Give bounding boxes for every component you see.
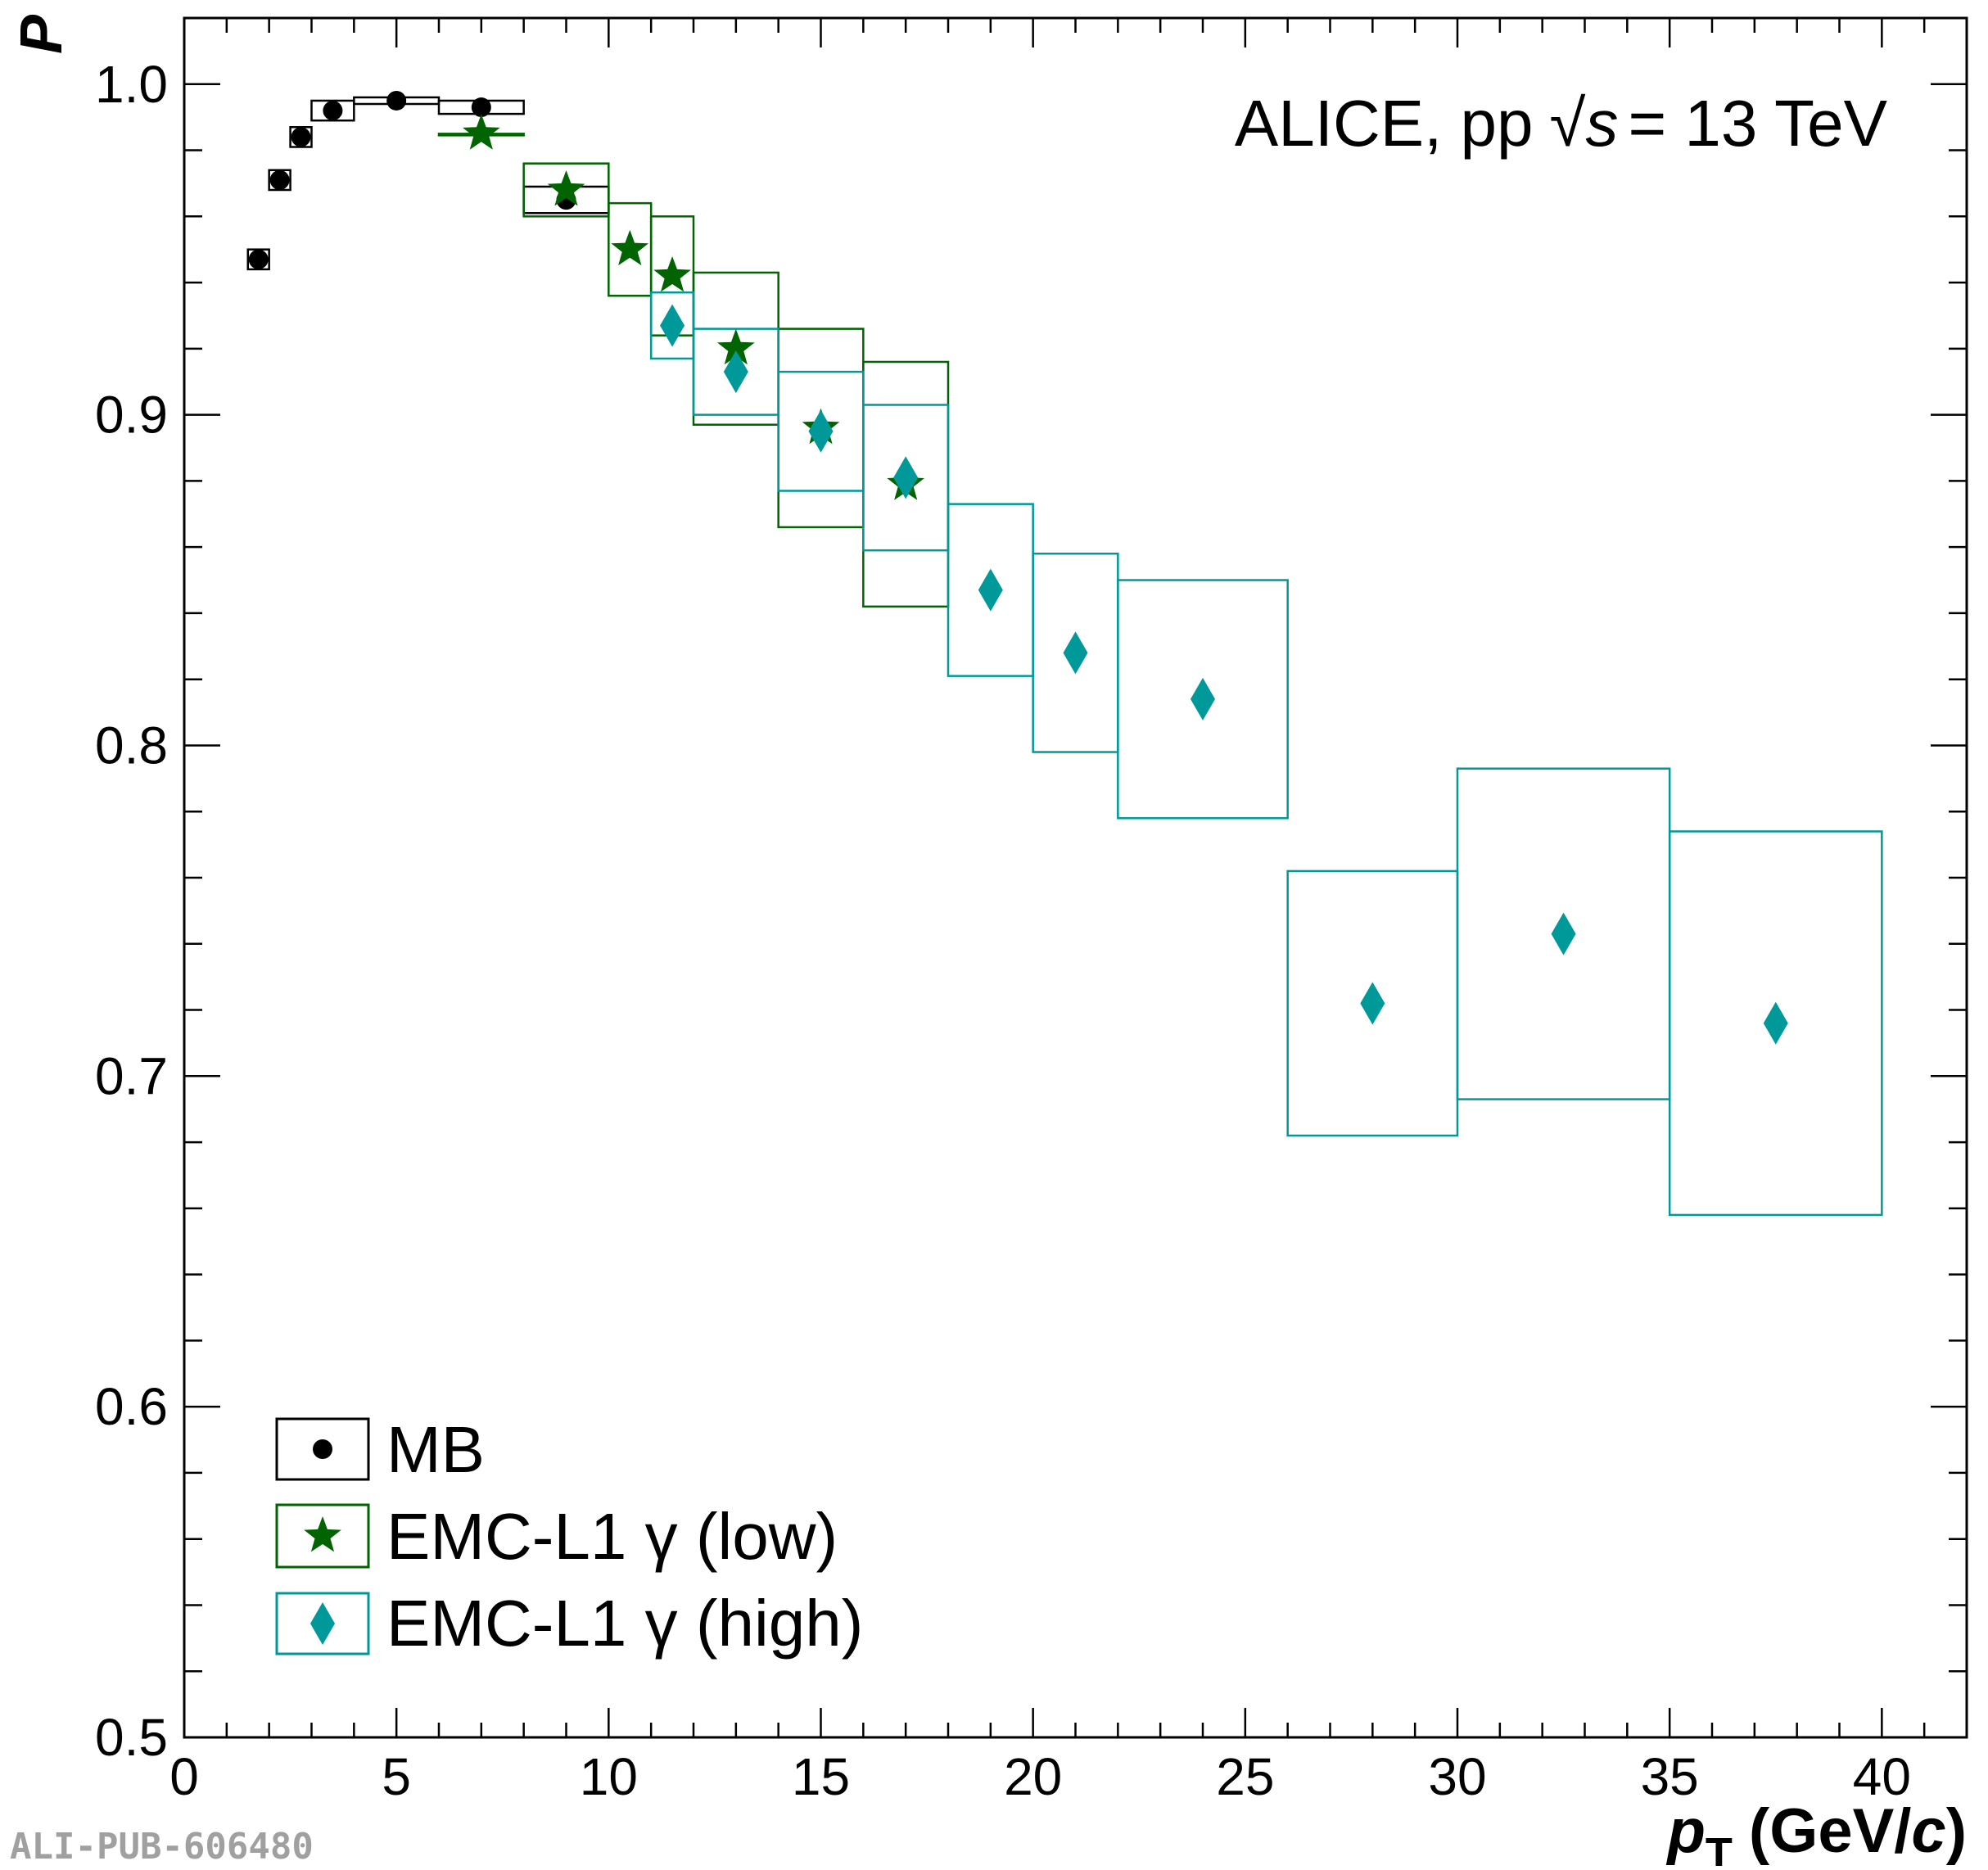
- legend-entry-emc-low: EMC-L1 γ (low): [275, 1500, 838, 1573]
- data-point-emc-high: [1551, 912, 1576, 955]
- legend-label-emc-low: EMC-L1 γ (low): [386, 1500, 838, 1573]
- data-point-emc-low: [547, 170, 585, 206]
- collision-annotation: ALICE, pp √s = 13 TeV: [1235, 87, 1888, 160]
- legend-marker-emc-low: [304, 1516, 341, 1552]
- data-point-emc-high: [1191, 677, 1215, 720]
- annotation-sqrt-symbol: √: [1550, 87, 1586, 160]
- sys-box-mb: [268, 169, 291, 192]
- x-axis-title-units-variable: c: [1911, 1796, 1945, 1866]
- y-tick-label: 1.0: [95, 55, 168, 114]
- sys-box-emc-high: [1117, 579, 1289, 820]
- sys-box-mb: [310, 99, 355, 122]
- y-tick-label: 0.8: [95, 716, 168, 775]
- sys-box-emc-high: [1668, 830, 1883, 1217]
- y-tick-label: 0.9: [95, 386, 168, 445]
- y-axis-title: P: [9, 14, 75, 54]
- data-point-emc-high: [1360, 982, 1385, 1025]
- data-point-mb: [471, 97, 491, 118]
- x-tick-label: 10: [580, 1747, 638, 1806]
- y-tick-label: 0.7: [95, 1046, 168, 1105]
- data-point-emc-high: [978, 568, 1003, 612]
- legend-box-mb: [275, 1417, 370, 1481]
- x-axis-title-subscript: T: [1706, 1829, 1733, 1866]
- x-tick-label: 0: [169, 1747, 199, 1806]
- legend: MB EMC-L1 γ (low) EMC-L1 γ (high): [275, 1413, 863, 1660]
- legend-entry-mb: MB: [275, 1413, 485, 1486]
- x-tick-label: 15: [792, 1747, 850, 1806]
- legend-marker-emc-high: [310, 1602, 335, 1645]
- x-tick-label: 30: [1428, 1747, 1486, 1806]
- tick-labels-layer: 0 5 10 15 20 25 30 35 40 0.5 0.6 0.7 0.8 0.9 1.0: [95, 55, 1911, 1806]
- data-point-emc-low: [611, 229, 649, 266]
- sys-box-emc-high: [649, 291, 695, 360]
- data-point-mb: [291, 127, 311, 147]
- x-axis-title: pT (GeV/c): [1665, 1796, 1967, 1866]
- plot-frame: [183, 16, 1968, 1739]
- data-point-mb: [386, 90, 407, 111]
- sys-box-mb: [246, 248, 270, 271]
- data-point-emc-high: [808, 409, 834, 453]
- data-point-emc-high: [1763, 1001, 1788, 1045]
- data-point-mb: [323, 101, 343, 121]
- legend-entry-emc-high: EMC-L1 γ (high): [275, 1587, 863, 1660]
- data-markers-layer: [248, 90, 1788, 1045]
- x-axis-title-units-prefix: (GeV/: [1749, 1796, 1912, 1866]
- y-tick-label: 0.5: [95, 1708, 168, 1767]
- legend-marker-mb: [313, 1439, 332, 1459]
- data-point-emc-high: [1063, 631, 1088, 675]
- legend-box-emc-low: [275, 1503, 370, 1569]
- x-tick-label: 35: [1641, 1747, 1699, 1806]
- x-axis-title-variable: p: [1665, 1796, 1705, 1866]
- data-point-mb: [248, 249, 269, 269]
- y-tick-label: 0.6: [95, 1377, 168, 1436]
- data-point-emc-low: [653, 256, 691, 292]
- data-point-emc-low: [717, 328, 755, 365]
- data-point-mb: [269, 169, 290, 190]
- x-tick-label: 5: [382, 1747, 411, 1806]
- legend-label-mb: MB: [386, 1413, 485, 1486]
- systematic-boxes-layer: [246, 96, 1883, 1217]
- x-axis-title-units-suffix: ): [1946, 1796, 1967, 1866]
- sys-box-emc-low: [522, 162, 610, 218]
- x-tick-label: 25: [1216, 1747, 1274, 1806]
- sys-box-emc-high: [862, 404, 950, 552]
- data-point-emc-high: [660, 304, 685, 347]
- data-point-emc-high: [723, 350, 748, 394]
- annotation-suffix: = 13 TeV: [1628, 87, 1887, 160]
- publication-id: ALI-PUB-606480: [10, 1826, 314, 1866]
- legend-label-emc-high: EMC-L1 γ (high): [386, 1587, 863, 1660]
- annotation-variable: s: [1585, 87, 1618, 160]
- sys-box-mb: [289, 126, 313, 148]
- data-point-emc-low: [463, 114, 500, 150]
- x-tick-label: 20: [1004, 1747, 1062, 1806]
- data-point-emc-high: [893, 456, 919, 499]
- annotation-prefix: ALICE, pp: [1235, 87, 1534, 160]
- x-tick-label: 40: [1853, 1747, 1911, 1806]
- legend-box-emc-high: [275, 1592, 370, 1655]
